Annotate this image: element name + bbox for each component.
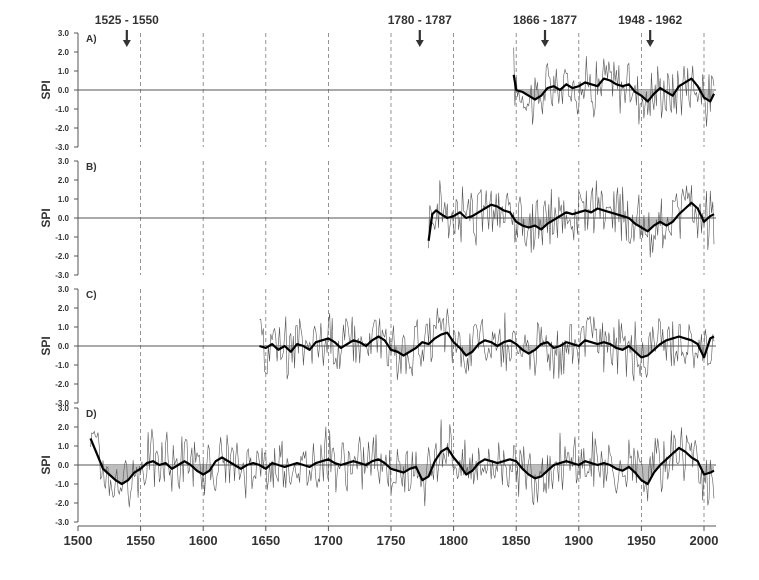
event-label-3: 1866 - 1877 xyxy=(513,13,577,27)
event-arrow-head-1 xyxy=(122,40,131,47)
smoothed-series-line xyxy=(89,437,715,486)
panel-label: A) xyxy=(86,34,97,45)
y-axis-label: SPI xyxy=(39,336,53,355)
gridlines xyxy=(140,33,705,522)
y-tick-label: -2.0 xyxy=(55,380,69,389)
x-tick-label-1600: 1600 xyxy=(189,533,218,548)
y-tick-label: 2.0 xyxy=(58,304,70,313)
y-tick-label: 2.0 xyxy=(58,48,70,57)
x-tick-label-1550: 1550 xyxy=(126,533,155,548)
y-tick-label: -3.0 xyxy=(55,143,69,152)
panels: 3.0 2.0 1.0 0.0 -1.0 -2.0 -3.0 SPI A) 3.0 2.0 1.0 0.… xyxy=(39,29,716,527)
y-tick-label: 2.0 xyxy=(58,423,70,432)
event-arrow-head-4 xyxy=(646,40,655,47)
y-tick-label: 0.0 xyxy=(58,214,70,223)
y-tick-label: -1.0 xyxy=(55,480,69,489)
y-tick-label: 1.0 xyxy=(58,442,70,451)
x-tick-label-1700: 1700 xyxy=(314,533,343,548)
y-tick-label: -1.0 xyxy=(55,105,69,114)
event-label-4: 1948 - 1962 xyxy=(618,13,682,27)
y-tick-label: -2.0 xyxy=(55,124,69,133)
events: 1525 - 1550 1780 - 1787 1866 - 1877 1948 - … xyxy=(95,13,683,47)
x-tick-label-1750: 1750 xyxy=(377,533,406,548)
x-axis: 1500 1550 1600 1650 1700 1750 1800 1850 1900 1950… xyxy=(64,525,719,548)
event-arrow-head-3 xyxy=(540,40,549,47)
annual-series-line xyxy=(90,419,715,508)
panel-label: B) xyxy=(86,162,97,173)
y-tick-label: 1.0 xyxy=(58,67,70,76)
x-tick-label-1650: 1650 xyxy=(251,533,280,548)
panel-label: D) xyxy=(86,409,97,420)
negative-area xyxy=(513,90,714,102)
negative-area xyxy=(90,465,714,484)
annual-series-line xyxy=(259,307,715,382)
x-tick-label-1950: 1950 xyxy=(627,533,656,548)
event-label-2: 1780 - 1787 xyxy=(388,13,452,27)
smoothed-series-line xyxy=(427,201,715,241)
y-tick-label: 0.0 xyxy=(58,461,70,470)
y-tick-label: 1.0 xyxy=(58,323,70,332)
y-tick-label: -3.0 xyxy=(55,518,69,527)
y-tick-label: 3.0 xyxy=(58,29,70,38)
x-tick-label-1800: 1800 xyxy=(439,533,468,548)
panel-3: 3.0 2.0 1.0 0.0 -1.0 -2.0 -3.0 SPI C) xyxy=(39,285,716,408)
annual-series-line xyxy=(513,47,715,127)
y-tick-label: 3.0 xyxy=(58,404,70,413)
y-tick-label: -3.0 xyxy=(55,271,69,280)
y-axis-label: SPI xyxy=(39,455,53,474)
smoothed-series-line xyxy=(259,331,715,359)
panel-2: 3.0 2.0 1.0 0.0 -1.0 -2.0 -3.0 SPI B) xyxy=(39,157,716,280)
panel-1: 3.0 2.0 1.0 0.0 -1.0 -2.0 -3.0 SPI A) xyxy=(39,29,716,152)
y-axis-label: SPI xyxy=(39,208,53,227)
x-tick-label-1850: 1850 xyxy=(502,533,531,548)
y-tick-label: -1.0 xyxy=(55,233,69,242)
y-tick-label: 3.0 xyxy=(58,157,70,166)
y-tick-label: 0.0 xyxy=(58,342,70,351)
x-tick-label-2000: 2000 xyxy=(690,533,719,548)
event-label-1: 1525 - 1550 xyxy=(95,13,159,27)
y-axis-label: SPI xyxy=(39,80,53,99)
y-tick-label: -1.0 xyxy=(55,361,69,370)
y-tick-label: 0.0 xyxy=(58,86,70,95)
event-arrow-head-2 xyxy=(415,40,424,47)
x-tick-label-1900: 1900 xyxy=(564,533,593,548)
y-tick-label: -3.0 xyxy=(55,399,69,408)
panel-4: 3.0 2.0 1.0 0.0 -1.0 -2.0 -3.0 SPI D) xyxy=(39,404,716,527)
y-tick-label: 2.0 xyxy=(58,176,70,185)
negative-area xyxy=(428,218,714,241)
y-tick-label: 3.0 xyxy=(58,285,70,294)
y-tick-label: -2.0 xyxy=(55,499,69,508)
y-tick-label: -2.0 xyxy=(55,252,69,261)
panel-label: C) xyxy=(86,290,97,301)
smoothed-series-line xyxy=(512,74,715,103)
x-tick-label-1500: 1500 xyxy=(64,533,93,548)
y-tick-label: 1.0 xyxy=(58,195,70,204)
